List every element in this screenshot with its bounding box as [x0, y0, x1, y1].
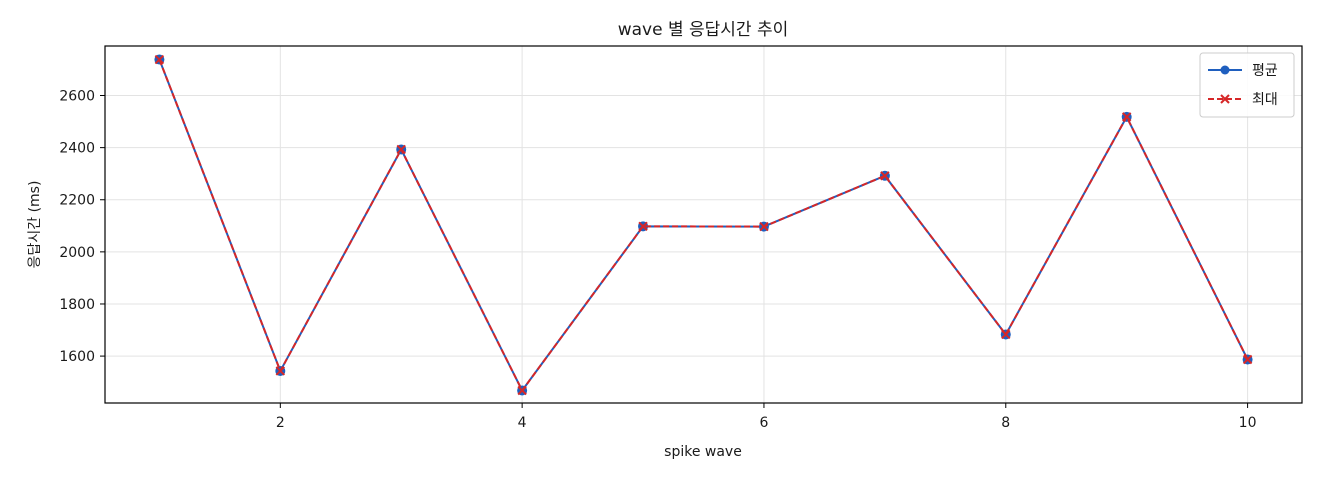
legend-box [1199, 52, 1295, 118]
x-axis-label: spike wave [664, 444, 742, 460]
legend-marker-avg [1220, 65, 1230, 75]
data-point-max [275, 366, 286, 376]
x-axis-ticks: 2 4 6 8 10 [276, 403, 1257, 431]
data-point-max [1121, 112, 1132, 122]
x-tick-label: 6 [759, 415, 768, 431]
y-tick-label: 1600 [59, 349, 95, 365]
data-point-max [154, 54, 165, 65]
legend-marker-max [1220, 94, 1230, 104]
y-axis-ticks: 1600 1800 2000 2200 2400 2600 [59, 89, 105, 365]
chart-title: wave 별 응답시간 추이 [618, 20, 789, 40]
legend-label-avg: 평균 [1252, 63, 1278, 79]
plot-frame [104, 45, 1303, 404]
legend: 평균 최대 [1199, 52, 1295, 118]
y-tick-label: 2400 [59, 141, 95, 157]
y-tick-label: 1800 [59, 297, 95, 313]
x-tick-label: 4 [518, 415, 527, 431]
data-point-max [759, 221, 769, 232]
data-point-max [1001, 329, 1011, 340]
grid [105, 46, 1302, 403]
data-point-max [880, 171, 890, 181]
series [154, 54, 1253, 396]
x-tick-label: 2 [276, 415, 285, 431]
y-tick-label: 2600 [59, 89, 95, 105]
data-point-max [396, 144, 406, 155]
x-tick-label: 10 [1239, 415, 1257, 431]
y-tick-label: 2200 [59, 193, 95, 209]
data-point-max [517, 385, 527, 396]
data-point-max [1242, 354, 1253, 365]
data-point-max [638, 221, 648, 232]
x-tick-label: 8 [1001, 415, 1010, 431]
y-tick-label: 2000 [59, 245, 95, 261]
series-line-avg [158, 59, 1249, 392]
legend-label-max: 최대 [1252, 92, 1278, 108]
series-line-max [158, 59, 1249, 392]
y-axis-label: 응답시간 (ms) [27, 181, 43, 269]
